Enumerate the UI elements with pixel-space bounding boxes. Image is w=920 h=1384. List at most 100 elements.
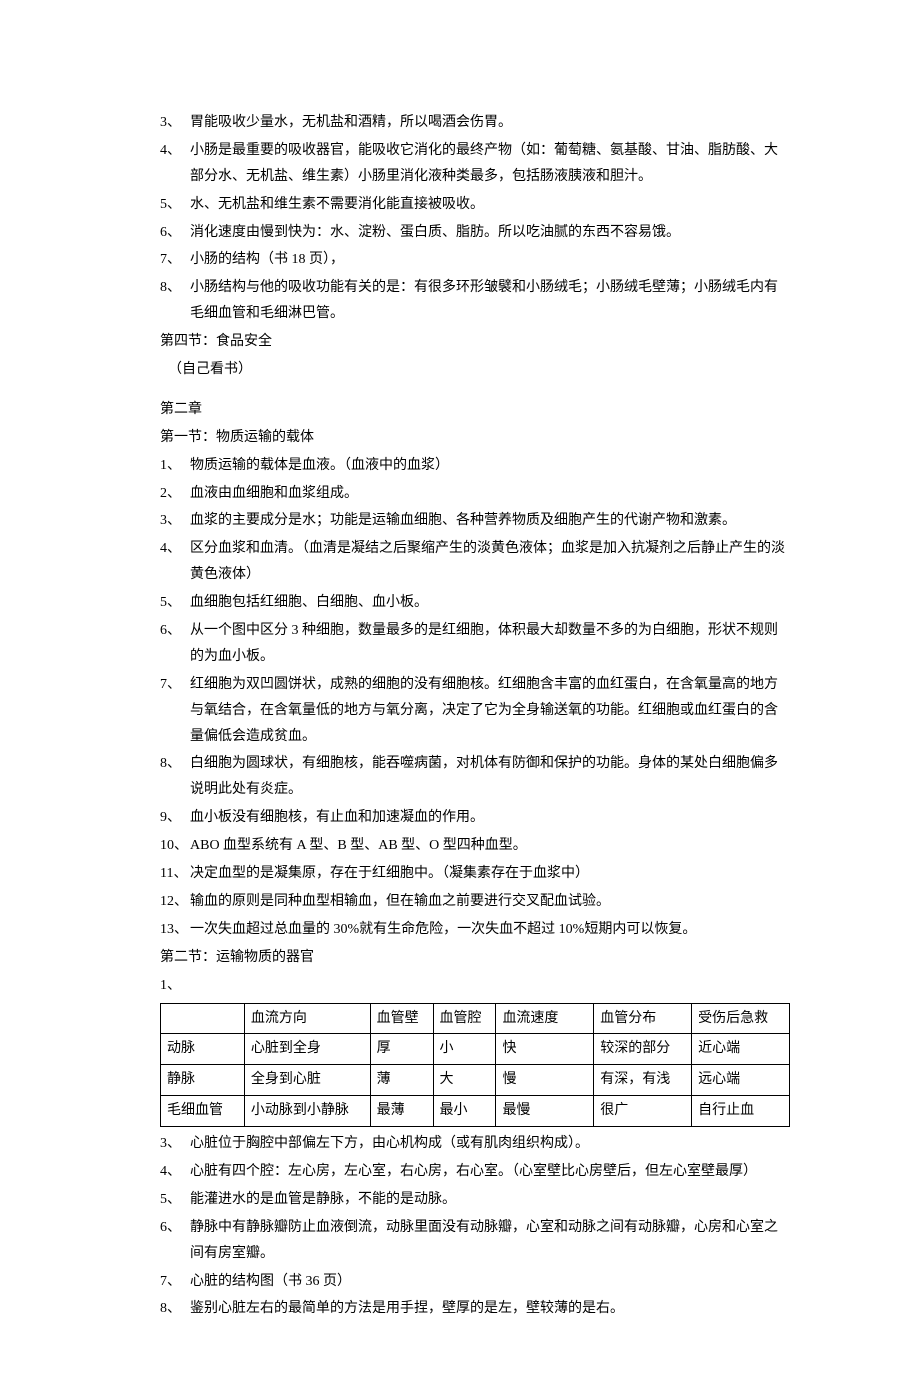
- item-number: 3、: [160, 508, 190, 534]
- ch2-sec1-item: 8、白细胞为圆球状，有细胞核，能吞噬病菌，对机体有防御和保护的功能。身体的某处白…: [160, 751, 790, 803]
- item-number: 9、: [160, 805, 190, 831]
- table-header-cell: 血流方向: [244, 1003, 370, 1034]
- ch2-sec2-item: 8、鉴别心脏左右的最简单的方法是用手捏，壁厚的是左，壁较薄的是右。: [160, 1296, 790, 1322]
- item-text: ABO 血型系统有 A 型、B 型、AB 型、O 型四种血型。: [190, 833, 790, 859]
- table-header-cell: 血流速度: [496, 1003, 594, 1034]
- table-cell: 远心端: [692, 1065, 790, 1096]
- item-text: 血小板没有细胞核，有止血和加速凝血的作用。: [190, 805, 790, 831]
- ch2-sec1-item: 10、ABO 血型系统有 A 型、B 型、AB 型、O 型四种血型。: [160, 833, 790, 859]
- item-text: 一次失血超过总血量的 30%就有生命危险，一次失血不超过 10%短期内可以恢复。: [190, 917, 790, 943]
- ch2-sec1-item: 9、血小板没有细胞核，有止血和加速凝血的作用。: [160, 805, 790, 831]
- table-cell: 近心端: [692, 1034, 790, 1065]
- table-cell: 小: [433, 1034, 496, 1065]
- table-cell: 心脏到全身: [244, 1034, 370, 1065]
- table-row: 动脉心脏到全身厚小快较深的部分近心端: [161, 1034, 790, 1065]
- ch1-item: 5、水、无机盐和维生素不需要消化能直接被吸收。: [160, 192, 790, 218]
- item-text: 消化速度由慢到快为：水、淀粉、蛋白质、脂肪。所以吃油腻的东西不容易饿。: [190, 220, 790, 246]
- item-text: 白细胞为圆球状，有细胞核，能吞噬病菌，对机体有防御和保护的功能。身体的某处白细胞…: [190, 751, 790, 803]
- ch1-item: 8、小肠结构与他的吸收功能有关的是：有很多环形皱襞和小肠绒毛；小肠绒毛壁薄；小肠…: [160, 275, 790, 327]
- ch2-sec2-item: 5、能灌进水的是血管是静脉，不能的是动脉。: [160, 1187, 790, 1213]
- item-number: 4、: [160, 138, 190, 164]
- item-text: 血浆的主要成分是水；功能是运输血细胞、各种营养物质及细胞产生的代谢产物和激素。: [190, 508, 790, 534]
- item-number: 13、: [160, 917, 190, 943]
- item-text: 心脏有四个腔：左心房，左心室，右心房，右心室。（心室壁比心房壁后，但左心室壁最厚…: [190, 1159, 790, 1185]
- item-number: 5、: [160, 590, 190, 616]
- item-number: 8、: [160, 751, 190, 777]
- item-text: 鉴别心脏左右的最简单的方法是用手捏，壁厚的是左，壁较薄的是右。: [190, 1296, 790, 1322]
- ch2-sec1-item: 7、红细胞为双凹圆饼状，成熟的细胞的没有细胞核。红细胞含丰富的血红蛋白，在含氧量…: [160, 672, 790, 750]
- table-cell: 慢: [496, 1065, 594, 1096]
- table-header-cell: 血管腔: [433, 1003, 496, 1034]
- item-text: 血液由血细胞和血浆组成。: [190, 481, 790, 507]
- table-row: 毛细血管小动脉到小静脉最薄最小最慢很广自行止血: [161, 1096, 790, 1127]
- item-number: 6、: [160, 618, 190, 644]
- item-text: 胃能吸收少量水，无机盐和酒精，所以喝酒会伤胃。: [190, 110, 790, 136]
- item-number: 1、: [160, 453, 190, 479]
- table-cell: 很广: [594, 1096, 692, 1127]
- table-cell: 最薄: [370, 1096, 433, 1127]
- item-number: 4、: [160, 1159, 190, 1185]
- table-cell: 有深，有浅: [594, 1065, 692, 1096]
- item-number: 5、: [160, 1187, 190, 1213]
- ch2-sec1-item: 4、区分血浆和血清。（血清是凝结之后聚缩产生的淡黄色液体；血浆是加入抗凝剂之后静…: [160, 536, 790, 588]
- item-text: 心脏的结构图（书 36 页）: [190, 1269, 790, 1295]
- item-text: 从一个图中区分 3 种细胞，数量最多的是红细胞，体积最大却数量不多的为白细胞，形…: [190, 618, 790, 670]
- table-cell: 毛细血管: [161, 1096, 245, 1127]
- table-cell: 小动脉到小静脉: [244, 1096, 370, 1127]
- item-text: 小肠是最重要的吸收器官，能吸收它消化的最终产物（如：葡萄糖、氨基酸、甘油、脂肪酸…: [190, 138, 790, 190]
- item-number: 3、: [160, 1131, 190, 1157]
- ch2-sec1-item: 1、物质运输的载体是血液。（血液中的血浆）: [160, 453, 790, 479]
- item-text: 心脏位于胸腔中部偏左下方，由心机构成（或有肌肉组织构成）。: [190, 1131, 790, 1157]
- table-cell: 厚: [370, 1034, 433, 1065]
- item-text: 区分血浆和血清。（血清是凝结之后聚缩产生的淡黄色液体；血浆是加入抗凝剂之后静止产…: [190, 536, 790, 588]
- item-number: 10、: [160, 833, 190, 859]
- ch2-sec1-item: 3、血浆的主要成分是水；功能是运输血细胞、各种营养物质及细胞产生的代谢产物和激素…: [160, 508, 790, 534]
- ch2-sec2-item: 7、心脏的结构图（书 36 页）: [160, 1269, 790, 1295]
- item-number: 6、: [160, 1215, 190, 1241]
- ch2-sec2-item: 3、心脏位于胸腔中部偏左下方，由心机构成（或有肌肉组织构成）。: [160, 1131, 790, 1157]
- table-cell: 动脉: [161, 1034, 245, 1065]
- item-number: 3、: [160, 110, 190, 136]
- ch1-item: 6、消化速度由慢到快为：水、淀粉、蛋白质、脂肪。所以吃油腻的东西不容易饿。: [160, 220, 790, 246]
- item-number: 12、: [160, 889, 190, 915]
- table-cell: 最慢: [496, 1096, 594, 1127]
- table-cell: 较深的部分: [594, 1034, 692, 1065]
- item-text: 小肠结构与他的吸收功能有关的是：有很多环形皱襞和小肠绒毛；小肠绒毛壁薄；小肠绒毛…: [190, 275, 790, 327]
- item-number: 2、: [160, 481, 190, 507]
- item-number: 7、: [160, 247, 190, 273]
- section-2-2-lead: 1、: [160, 973, 790, 999]
- item-text: 决定血型的是凝集原，存在于红细胞中。（凝集素存在于血浆中）: [190, 861, 790, 887]
- ch1-item: 4、小肠是最重要的吸收器官，能吸收它消化的最终产物（如：葡萄糖、氨基酸、甘油、脂…: [160, 138, 790, 190]
- section-2-1-title: 第一节：物质运输的载体: [160, 425, 790, 451]
- table-cell: 全身到心脏: [244, 1065, 370, 1096]
- table-cell: 最小: [433, 1096, 496, 1127]
- table-header-cell: 血管壁: [370, 1003, 433, 1034]
- item-text: 物质运输的载体是血液。（血液中的血浆）: [190, 453, 790, 479]
- item-number: 7、: [160, 672, 190, 698]
- item-text: 水、无机盐和维生素不需要消化能直接被吸收。: [190, 192, 790, 218]
- ch2-sec2-item: 4、心脏有四个腔：左心房，左心室，右心房，右心室。（心室壁比心房壁后，但左心室壁…: [160, 1159, 790, 1185]
- section-2-2-title: 第二节：运输物质的器官: [160, 945, 790, 971]
- chapter-2-title: 第二章: [160, 397, 790, 423]
- item-text: 静脉中有静脉瓣防止血液倒流，动脉里面没有动脉瓣，心室和动脉之间有动脉瓣，心房和心…: [190, 1215, 790, 1267]
- item-text: 输血的原则是同种血型相输血，但在输血之前要进行交叉配血试验。: [190, 889, 790, 915]
- item-number: 7、: [160, 1269, 190, 1295]
- table-cell: 自行止血: [692, 1096, 790, 1127]
- item-text: 小肠的结构（书 18 页），: [190, 247, 790, 273]
- table-cell: 薄: [370, 1065, 433, 1096]
- ch2-sec1-item: 5、血细胞包括红细胞、白细胞、血小板。: [160, 590, 790, 616]
- table-header-cell: 血管分布: [594, 1003, 692, 1034]
- ch1-item: 7、小肠的结构（书 18 页），: [160, 247, 790, 273]
- item-text: 血细胞包括红细胞、白细胞、血小板。: [190, 590, 790, 616]
- table-header-cell: [161, 1003, 245, 1034]
- section-4-title: 第四节：食品安全: [160, 329, 790, 355]
- ch2-sec2-item: 6、静脉中有静脉瓣防止血液倒流，动脉里面没有动脉瓣，心室和动脉之间有动脉瓣，心房…: [160, 1215, 790, 1267]
- item-number: 5、: [160, 192, 190, 218]
- section-4-note: （自己看书）: [160, 357, 790, 383]
- table-cell: 大: [433, 1065, 496, 1096]
- item-number: 6、: [160, 220, 190, 246]
- ch2-sec1-item: 2、血液由血细胞和血浆组成。: [160, 481, 790, 507]
- ch2-sec1-item: 11、决定血型的是凝集原，存在于红细胞中。（凝集素存在于血浆中）: [160, 861, 790, 887]
- ch2-sec1-item: 12、输血的原则是同种血型相输血，但在输血之前要进行交叉配血试验。: [160, 889, 790, 915]
- item-text: 红细胞为双凹圆饼状，成熟的细胞的没有细胞核。红细胞含丰富的血红蛋白，在含氧量高的…: [190, 672, 790, 750]
